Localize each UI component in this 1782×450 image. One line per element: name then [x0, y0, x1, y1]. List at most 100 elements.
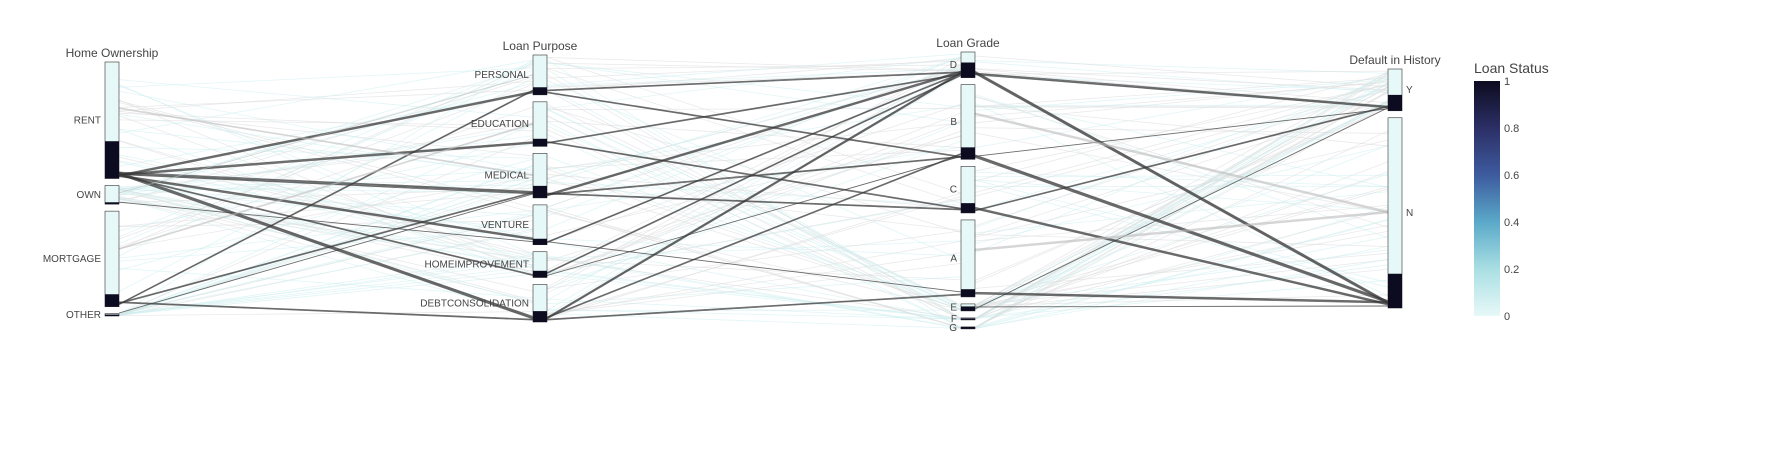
flow-line-background — [974, 236, 1389, 319]
flow-line-c-n — [974, 208, 1389, 306]
flow-line-background — [118, 311, 534, 316]
category-default-segment-e — [961, 306, 975, 311]
flow-line-background — [974, 218, 1389, 329]
flow-line-background — [974, 68, 1389, 91]
flow-line-background — [118, 67, 534, 88]
colorbar-gradient — [1474, 81, 1500, 316]
flow-line-venture-d — [546, 73, 962, 244]
flow-line-background — [974, 259, 1389, 307]
flow-line-d-y — [974, 74, 1389, 109]
flow-line-medical-d — [546, 71, 962, 196]
flow-line-background — [118, 140, 534, 259]
flow-line-rent-debtconsolidation — [118, 173, 534, 319]
category-label-homeimprovement: HOMEIMPROVEMENT — [425, 260, 529, 271]
flow-line-background — [118, 119, 534, 126]
colorbar-tick-label: 0.8 — [1504, 123, 1519, 135]
category-default-segment-medical — [533, 185, 547, 198]
flow-line-education-d — [546, 73, 962, 144]
flow-line-background — [546, 309, 962, 320]
flow-line-background — [546, 196, 962, 317]
flow-line-a-n — [974, 210, 1389, 250]
flow-line-education-d — [546, 74, 962, 144]
flow-line-background — [546, 273, 962, 321]
flow-line-background — [118, 196, 534, 292]
category-label-debtconsolidation: DEBTCONSOLIDATION — [420, 298, 529, 309]
category-bar-own[interactable] — [104, 185, 120, 205]
flow-line-background — [118, 215, 534, 315]
flow-line-background — [974, 132, 1389, 214]
flow-line-homeimprovement-d — [546, 74, 962, 274]
flow-line-background — [118, 269, 534, 315]
flows-layer — [118, 53, 1389, 330]
flow-line-background — [974, 104, 1389, 329]
flow-line-background — [546, 122, 962, 170]
flow-line-rent-venture — [118, 174, 534, 239]
flow-line-background — [546, 69, 962, 319]
flow-line-background — [546, 182, 962, 231]
flow-line-c-n — [974, 206, 1389, 304]
flow-line-background — [546, 57, 962, 71]
flow-line-background — [974, 79, 1389, 111]
category-default-segment-personal — [533, 87, 547, 95]
flow-line-a-n — [974, 212, 1389, 252]
flow-line-b-n — [974, 156, 1389, 303]
category-default-segment-mortgage — [105, 294, 119, 307]
flow-line-medical-b — [546, 156, 962, 195]
flow-line-background — [118, 197, 534, 317]
category-bar-mortgage[interactable] — [104, 210, 120, 307]
category-bar-a[interactable] — [960, 219, 976, 298]
flow-line-background — [118, 59, 534, 315]
flow-line-background — [974, 60, 1389, 74]
flow-line-venture-d — [546, 72, 962, 243]
flow-line-personal-b — [546, 91, 962, 157]
category-default-segment-f — [961, 318, 975, 320]
colorbar-tick-label: 0.6 — [1504, 170, 1519, 182]
flow-line-background — [118, 85, 534, 255]
flow-line-background — [546, 149, 962, 169]
flow-line-a-n — [974, 293, 1389, 304]
flow-line-background — [974, 219, 1389, 330]
dimension-title-3: Default in History — [1349, 53, 1440, 67]
flow-line-background — [546, 309, 962, 312]
category-label-other: OTHER — [66, 310, 101, 321]
flow-line-background — [974, 93, 1389, 239]
flow-line-a-n — [974, 211, 1389, 251]
colorbar-tick-label: 0 — [1504, 311, 1510, 323]
flow-line-background — [118, 209, 534, 259]
flow-line-background — [118, 113, 534, 179]
flow-line-background — [974, 231, 1389, 306]
flow-line-background — [546, 263, 962, 315]
flow-line-background — [118, 273, 534, 316]
category-label-a: A — [950, 253, 957, 264]
dimension-title-2: Loan Grade — [936, 36, 1000, 50]
flow-line-d-y — [974, 72, 1389, 107]
flow-line-background — [118, 79, 534, 118]
category-default-segment-rent — [105, 141, 119, 179]
flow-line-own-personal — [118, 74, 534, 194]
dimension-title-0: Home Ownership — [66, 46, 159, 60]
flow-line-rent-debtconsolidation — [118, 172, 534, 318]
flow-line-background — [974, 209, 1389, 320]
flow-line-debtconsolidation-d — [546, 71, 962, 318]
flow-line-background — [546, 56, 962, 184]
flow-line-background — [546, 103, 962, 242]
category-default-segment-own — [105, 202, 119, 205]
flow-line-background — [974, 73, 1389, 182]
flow-line-background — [974, 91, 1389, 308]
flow-line-debtconsolidation-a — [546, 294, 962, 321]
flow-line-medical-b — [546, 156, 962, 196]
flow-line-rent-debtconsolidation — [118, 171, 534, 318]
flow-line-d-n — [974, 70, 1389, 302]
flow-line-background — [546, 238, 962, 257]
flow-line-background — [974, 204, 1389, 242]
flow-line-venture-a — [546, 241, 962, 293]
flow-line-background — [546, 57, 962, 110]
category-default-segment-n — [1388, 273, 1402, 308]
flow-line-background — [974, 89, 1389, 197]
flow-line-c-y — [974, 105, 1389, 211]
flow-line-background — [546, 230, 962, 290]
category-default-segment-homeimprovement — [533, 270, 547, 278]
flow-line-background — [974, 186, 1389, 306]
category-bar-education[interactable] — [532, 101, 548, 147]
